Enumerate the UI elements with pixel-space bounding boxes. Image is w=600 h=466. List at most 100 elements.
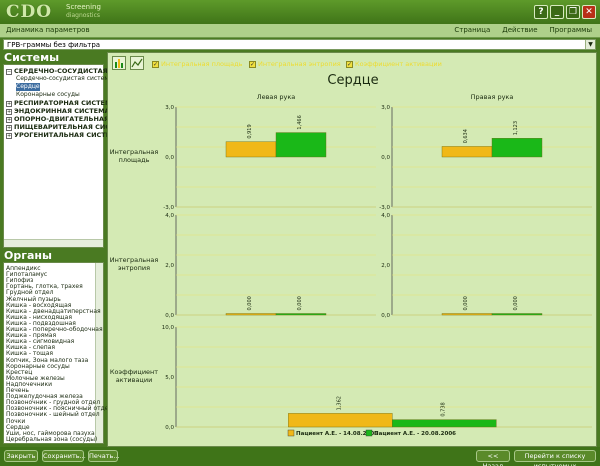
organ-list-item[interactable]: Поджелудочная железа (6, 393, 83, 401)
window-title: Динамика параметров (6, 26, 90, 34)
tree-item-respiratory[interactable]: + РЕСПИРАТОРНАЯ СИСТЕМА (6, 99, 117, 107)
tree-item-cardio-system[interactable]: Сердечно-сосудистая система (16, 75, 113, 82)
print-button[interactable]: Печать... (88, 450, 120, 462)
filter-value: ГРВ-граммы без фильтра (7, 41, 101, 49)
bar-series-1 (225, 141, 277, 158)
organ-list-item[interactable]: Кишка - сигмовидная (6, 338, 75, 346)
organs-scrollbar[interactable] (95, 263, 103, 443)
help-button[interactable]: ? (534, 5, 548, 19)
organ-list-item[interactable]: Надпочечники (6, 380, 53, 388)
go-to-subjects-button[interactable]: Перейти к списку испытуемых (514, 450, 596, 466)
organ-list-item[interactable]: Гипоталамус (6, 271, 48, 279)
tick-label: 0,0 (165, 313, 174, 319)
tree-item-heart[interactable]: Сердце (16, 83, 40, 91)
organ-list-item[interactable]: Аппендикс (6, 265, 41, 272)
collapse-icon[interactable]: − (6, 69, 12, 75)
organ-list-item[interactable]: Церебральная зона (сосуды) (6, 435, 98, 443)
legend-swatch (287, 429, 295, 437)
column-header: Правая рука (471, 93, 514, 101)
organ-list-item[interactable]: Уши, нос, гайморова пазуха (6, 429, 95, 437)
menu-page[interactable]: Страница (454, 26, 491, 34)
organ-list-item[interactable]: Кишка - тощая (6, 350, 54, 358)
check-icon: ✓ (249, 60, 256, 68)
close-button[interactable]: ✕ (582, 5, 596, 19)
logo-text: CDO (6, 2, 53, 22)
restore-button[interactable]: ❐ (566, 5, 580, 19)
organ-list-item[interactable]: Кишка - восходящая (6, 301, 72, 309)
organ-list-item[interactable]: Кишка - двенадцатиперстная (6, 307, 101, 315)
organ-list-item[interactable]: Сердце (6, 423, 30, 431)
tick-label: -3,0 (163, 205, 174, 211)
organ-list-item[interactable]: Кишка - поперечно-ободочная (6, 326, 103, 333)
organ-list-item[interactable]: Позвоночник - шейный отдел (6, 411, 100, 419)
checkbox-activation[interactable]: ✓ Коэффициент активации (346, 60, 442, 68)
organ-list-item[interactable]: Кишка - подвздошная (6, 319, 76, 327)
logo-subtitle: Screening (66, 3, 101, 11)
data-label: 1,123 (513, 121, 519, 135)
systems-hscrollbar[interactable] (4, 239, 103, 247)
checkbox-integral-area[interactable]: ✓ Интегральная площадь (152, 60, 243, 68)
organ-list-item[interactable]: Почки (6, 417, 26, 425)
row-label: Коэффициент активации (110, 368, 158, 384)
minimize-button[interactable]: _ (550, 5, 564, 19)
expand-icon[interactable]: + (6, 109, 12, 115)
line-chart-icon[interactable] (130, 56, 144, 70)
tick-label: 2,0 (381, 263, 390, 269)
expand-icon[interactable]: + (6, 101, 12, 107)
data-label: 0,000 (297, 296, 303, 310)
expand-icon[interactable]: + (6, 125, 12, 131)
title-bar: CDO Screening diagnostics ? _ ❐ ✕ (0, 0, 600, 24)
tree-item-endocrine[interactable]: + ЭНДОКРИННАЯ СИСТЕМА (6, 107, 110, 115)
bar-series-2 (275, 132, 327, 158)
organ-list-item[interactable]: Крестец (6, 368, 33, 376)
expand-icon[interactable]: + (6, 117, 12, 123)
bar-series-1 (441, 146, 493, 158)
legend-swatch (365, 429, 373, 437)
chevron-down-icon[interactable]: ▼ (585, 40, 595, 49)
app-logo: CDO Screening diagnostics (6, 2, 101, 22)
organ-list-item[interactable]: Позвоночник - грудной отдел (6, 399, 101, 407)
organs-title: Органы (4, 249, 52, 262)
organ-list-item[interactable]: Молочные железы (6, 374, 65, 382)
organ-list-item[interactable]: Кишка - слепая (6, 344, 55, 352)
tick-label: 0,0 (165, 155, 174, 161)
bar-series-2 (491, 138, 543, 158)
menu-action[interactable]: Действие (502, 26, 538, 34)
organ-list-item[interactable]: Грудной отдел (6, 289, 54, 297)
legend-label: Пациент А.Е. - 14.08.2006 (296, 431, 378, 437)
bar-series-1 (288, 413, 393, 428)
legend-label: Пациент А.Е. - 20.08.2006 (374, 431, 456, 437)
tree-item-musculoskeletal[interactable]: + ОПОРНО-ДВИГАТЕЛЬНАЯ СИС (6, 115, 127, 123)
tree-item-cardio[interactable]: − СЕРДЕЧНО-СОСУДИСТАЯ СИС (6, 67, 125, 75)
organ-list-item[interactable]: Печень (6, 387, 29, 394)
organ-list-item[interactable]: Позвоночник - поясничный отдел (6, 405, 113, 413)
data-label: 0,634 (463, 129, 469, 143)
organ-list-item[interactable]: Гортань, глотка, трахея (6, 283, 83, 291)
save-button[interactable]: Сохранить... (42, 450, 86, 462)
tree-item-digestive[interactable]: + ПИЩЕВАРИТЕЛЬНАЯ СИСТЕМ (6, 123, 126, 131)
organ-list-item[interactable]: Кишка - нисходящая (6, 313, 72, 321)
organ-list-item[interactable]: Гипофиз (6, 277, 34, 285)
checkbox-integral-entropy[interactable]: ✓ Интегральная энтропия (249, 60, 341, 68)
close-window-button[interactable]: Закрыть (4, 450, 38, 462)
tree-item-coronary[interactable]: Коронарные сосуды (16, 91, 80, 98)
tick-label: 3,0 (381, 105, 390, 111)
row-label: Интегральная площадь (110, 148, 159, 164)
expand-icon[interactable]: + (6, 133, 12, 139)
menu-programs[interactable]: Программы (549, 26, 593, 34)
organ-list-item[interactable]: Копчик, Зона малого таза (6, 356, 89, 364)
menu-bar: Динамика параметров Страница Действие Пр… (0, 24, 600, 38)
organ-list-item[interactable]: Коронарные сосуды (6, 362, 70, 370)
footer-bar: Закрыть Сохранить... Печать... << Назад … (0, 447, 600, 466)
tree-item-urogenital[interactable]: + УРОГЕНИТАЛЬНАЯ СИСТЕМА (6, 131, 122, 139)
data-label: 0,000 (513, 296, 519, 310)
organ-list-item[interactable]: Кишка - прямая (6, 332, 57, 340)
back-button[interactable]: << Назад (476, 450, 510, 466)
bar-chart-icon[interactable] (112, 56, 126, 70)
chart-panel: ✓ Интегральная площадь ✓ Интегральная энтр… (107, 52, 597, 447)
data-label: 0,000 (463, 296, 469, 310)
bar-series-1 (225, 313, 277, 316)
filter-select[interactable]: ГРВ-граммы без фильтра ▼ (3, 39, 596, 50)
organ-list-item[interactable]: Желчный пузырь (6, 295, 61, 303)
chart-canvas: Левая рука Правая рука Интегральная площадь… (110, 93, 592, 437)
